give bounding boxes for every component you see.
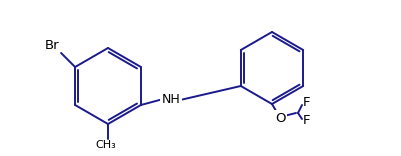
Text: Br: Br xyxy=(45,39,59,52)
Text: O: O xyxy=(275,112,285,124)
Text: NH: NH xyxy=(162,93,180,106)
Text: F: F xyxy=(303,97,310,110)
Text: CH₃: CH₃ xyxy=(95,140,116,150)
Text: F: F xyxy=(303,115,310,127)
